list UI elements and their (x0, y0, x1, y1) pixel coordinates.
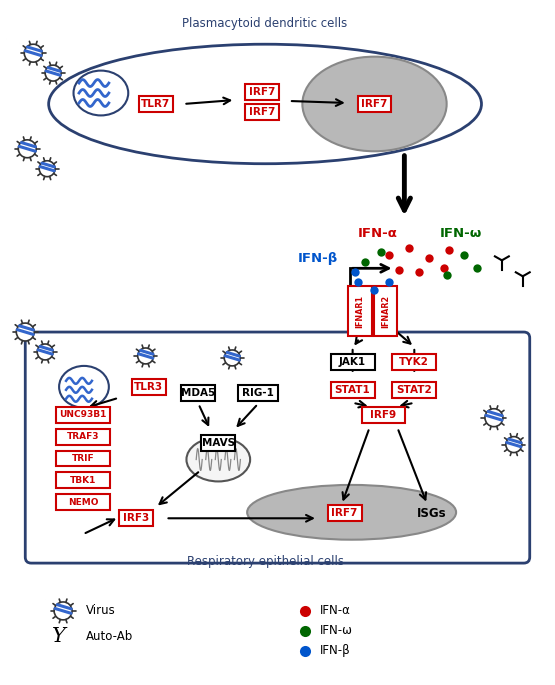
Text: Plasmacytoid dendritic cells: Plasmacytoid dendritic cells (183, 17, 347, 30)
Text: Auto-Ab: Auto-Ab (86, 630, 133, 643)
Text: IFNAR1: IFNAR1 (355, 295, 364, 327)
Text: IRF7: IRF7 (249, 87, 275, 97)
FancyBboxPatch shape (56, 495, 110, 510)
FancyBboxPatch shape (328, 506, 361, 521)
Text: IFN-ω: IFN-ω (320, 624, 352, 637)
FancyBboxPatch shape (392, 382, 436, 398)
Circle shape (45, 65, 61, 81)
FancyBboxPatch shape (181, 385, 215, 401)
FancyBboxPatch shape (239, 385, 278, 401)
Text: STAT2: STAT2 (396, 385, 432, 395)
Text: NEMO: NEMO (68, 498, 98, 507)
Circle shape (37, 344, 53, 360)
FancyBboxPatch shape (331, 382, 375, 398)
Ellipse shape (247, 485, 456, 540)
FancyBboxPatch shape (119, 510, 153, 526)
Ellipse shape (186, 438, 250, 482)
FancyBboxPatch shape (361, 407, 405, 423)
Text: IRF9: IRF9 (370, 410, 396, 420)
FancyBboxPatch shape (201, 434, 235, 451)
Ellipse shape (302, 57, 447, 151)
Text: IFN-α: IFN-α (357, 227, 397, 240)
Text: JAK1: JAK1 (339, 357, 366, 367)
Circle shape (224, 350, 240, 366)
FancyBboxPatch shape (374, 286, 397, 336)
Circle shape (24, 45, 42, 62)
Text: TRIF: TRIF (72, 454, 94, 463)
Circle shape (39, 161, 55, 177)
Circle shape (54, 602, 72, 620)
Text: IRF7: IRF7 (331, 508, 358, 519)
Text: TYK2: TYK2 (400, 357, 429, 367)
FancyBboxPatch shape (245, 84, 279, 100)
Text: UNC93B1: UNC93B1 (59, 410, 107, 419)
Text: MDA5: MDA5 (181, 388, 215, 398)
FancyBboxPatch shape (132, 379, 165, 395)
FancyBboxPatch shape (139, 96, 173, 112)
Text: IFN-ω: IFN-ω (440, 227, 482, 240)
Text: Virus: Virus (86, 604, 115, 617)
Text: TLR3: TLR3 (134, 382, 163, 392)
Ellipse shape (49, 45, 482, 164)
Text: IRF7: IRF7 (249, 107, 275, 117)
Text: TBK1: TBK1 (70, 476, 96, 485)
FancyBboxPatch shape (392, 354, 436, 370)
Text: TRAF3: TRAF3 (67, 432, 99, 441)
FancyBboxPatch shape (56, 473, 110, 488)
FancyBboxPatch shape (347, 286, 371, 336)
Text: MAVS: MAVS (201, 438, 235, 447)
FancyBboxPatch shape (26, 332, 529, 563)
FancyBboxPatch shape (357, 96, 391, 112)
Text: IRF3: IRF3 (123, 513, 149, 523)
Text: TLR7: TLR7 (141, 99, 170, 109)
Text: STAT1: STAT1 (335, 385, 371, 395)
FancyBboxPatch shape (56, 407, 110, 423)
Circle shape (16, 323, 34, 341)
FancyBboxPatch shape (245, 104, 279, 120)
Circle shape (18, 140, 36, 158)
FancyBboxPatch shape (56, 429, 110, 445)
Text: IFN-β: IFN-β (320, 645, 351, 657)
Circle shape (485, 409, 503, 427)
Text: Y: Y (52, 627, 66, 647)
Text: IFN-α: IFN-α (320, 604, 351, 617)
Text: IFNAR2: IFNAR2 (381, 295, 390, 327)
Text: ISGs: ISGs (416, 507, 446, 520)
FancyBboxPatch shape (56, 451, 110, 466)
FancyBboxPatch shape (331, 354, 375, 370)
Text: Respiratory epithelial cells: Respiratory epithelial cells (186, 555, 344, 568)
Text: RIG-1: RIG-1 (242, 388, 274, 398)
Text: IFN-β: IFN-β (297, 252, 338, 265)
Circle shape (506, 436, 522, 453)
Circle shape (138, 348, 154, 364)
Text: IRF7: IRF7 (361, 99, 388, 109)
